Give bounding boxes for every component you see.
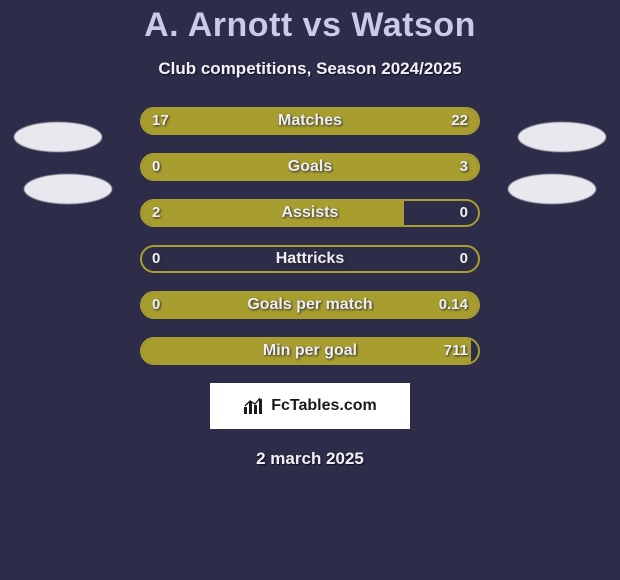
stat-fill-right [280, 109, 478, 133]
stat-row-matches: 17 Matches 22 [140, 107, 480, 135]
page-title: A. Arnott vs Watson [0, 6, 620, 45]
stat-row-min-per-goal: Min per goal 711 [140, 337, 480, 365]
date-text: 2 march 2025 [0, 449, 620, 469]
subtitle: Club competitions, Season 2024/2025 [0, 59, 620, 79]
stat-fill-left [142, 201, 404, 225]
stat-row-goals-per-match: 0 Goals per match 0.14 [140, 291, 480, 319]
stat-right-value: 0 [460, 247, 468, 271]
stat-label: Hattricks [142, 247, 478, 271]
stat-fill-left [142, 339, 471, 363]
stat-fill-left [142, 109, 280, 133]
brand-badge: FcTables.com [210, 383, 410, 429]
stats-list: 17 Matches 22 0 Goals 3 2 Assists 0 0 Ha… [0, 107, 620, 365]
stat-row-goals: 0 Goals 3 [140, 153, 480, 181]
stat-fill-right [176, 293, 478, 317]
comparison-card: A. Arnott vs Watson A. Arnott vs Watson … [0, 0, 620, 580]
brand-text: FcTables.com [271, 397, 377, 415]
bar-chart-icon [243, 397, 265, 415]
stat-left-value: 0 [152, 247, 160, 271]
stat-right-value: 0 [460, 201, 468, 225]
stat-row-hattricks: 0 Hattricks 0 [140, 245, 480, 273]
title-text: A. Arnott vs Watson [144, 6, 476, 44]
stat-fill-left [142, 293, 176, 317]
stat-row-assists: 2 Assists 0 [140, 199, 480, 227]
stat-fill-right [202, 155, 478, 179]
stat-fill-left [142, 155, 202, 179]
